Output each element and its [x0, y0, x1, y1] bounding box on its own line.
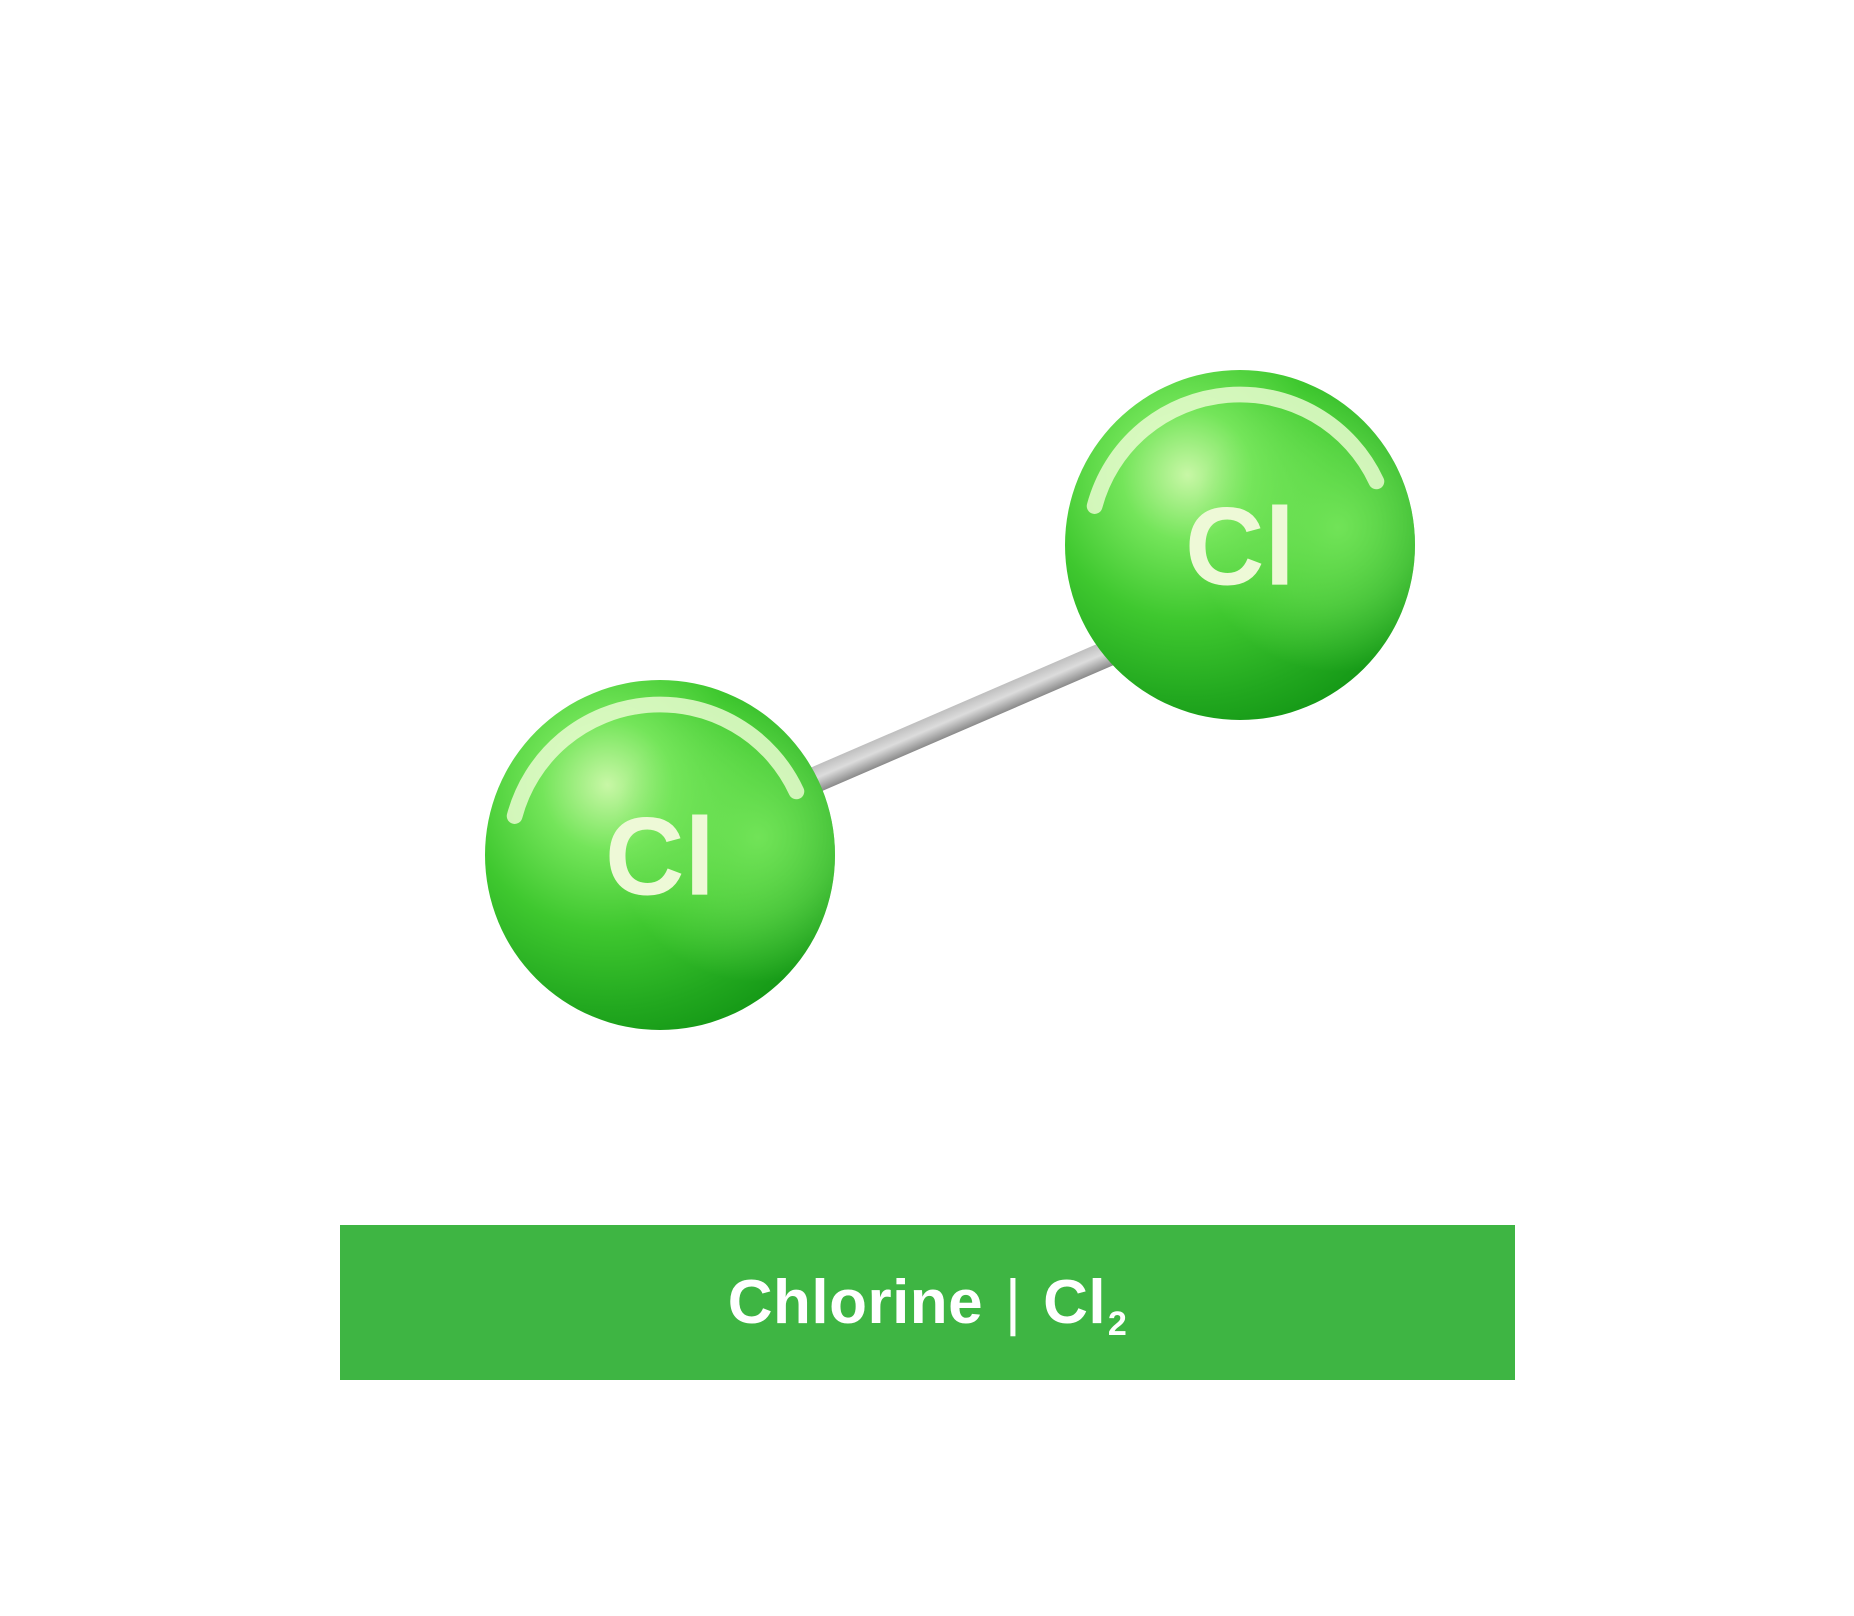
atom-label: Cl: [605, 796, 715, 919]
caption-text: Chlorine | Cl 2: [728, 1267, 1128, 1338]
molecule-card: Cl Cl Chlorine | Cl 2: [340, 165, 1515, 1380]
diagram-area: Cl Cl: [340, 165, 1515, 1225]
caption-bar: Chlorine | Cl 2: [340, 1225, 1515, 1380]
atom-label: Cl: [1185, 486, 1295, 609]
molecule-name: Chlorine: [728, 1267, 983, 1338]
caption-separator: |: [1005, 1267, 1022, 1338]
atom-cl-left: Cl: [485, 680, 835, 1030]
molecule-diagram: Cl Cl: [340, 165, 1515, 1225]
formula-subscript: 2: [1108, 1305, 1127, 1344]
atom-cl-right: Cl: [1065, 370, 1415, 720]
canvas: Cl Cl Chlorine | Cl 2: [0, 0, 1854, 1616]
formula-base: Cl: [1043, 1267, 1106, 1338]
